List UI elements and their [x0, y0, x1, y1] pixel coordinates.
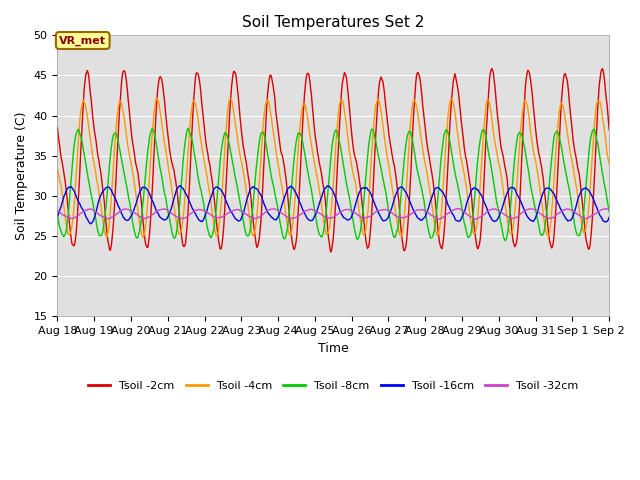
Tsoil -32cm [177, 215, 184, 221]
Tsoil -32cm [63, 214, 71, 220]
Line: Tsoil -4cm: Tsoil -4cm [58, 98, 609, 238]
Tsoil -2cm [401, 247, 409, 252]
Tsoil -8cm [63, 219, 71, 225]
Text: VR_met: VR_met [60, 36, 106, 46]
Tsoil -4cm [605, 162, 613, 168]
Tsoil -32cm [605, 207, 613, 213]
Tsoil -4cm [54, 166, 61, 172]
Tsoil -4cm [418, 141, 426, 146]
Tsoil -4cm [120, 115, 128, 120]
Tsoil -8cm [417, 184, 425, 190]
Line: Tsoil -8cm: Tsoil -8cm [58, 128, 609, 241]
Tsoil -16cm [86, 221, 94, 227]
X-axis label: Time: Time [318, 342, 349, 355]
Tsoil -2cm [327, 249, 335, 255]
Tsoil -32cm [401, 215, 408, 220]
Tsoil -8cm [54, 211, 61, 216]
Tsoil -32cm [205, 211, 213, 217]
Tsoil -4cm [152, 95, 160, 101]
Tsoil -2cm [120, 68, 128, 73]
Tsoil -32cm [120, 206, 128, 212]
Tsoil -8cm [502, 238, 509, 244]
Tsoil -16cm [121, 216, 129, 222]
Tsoil -8cm [120, 170, 128, 176]
Tsoil -4cm [402, 194, 410, 200]
Tsoil -4cm [63, 228, 71, 234]
Tsoil -2cm [417, 86, 425, 92]
Tsoil -16cm [402, 189, 410, 195]
Tsoil -16cm [206, 197, 214, 203]
Tsoil -32cm [54, 207, 61, 213]
Line: Tsoil -16cm: Tsoil -16cm [58, 186, 609, 224]
Tsoil -4cm [207, 199, 215, 205]
Tsoil -16cm [177, 183, 185, 189]
Tsoil -16cm [605, 215, 613, 220]
Tsoil -4cm [178, 225, 186, 231]
Tsoil -16cm [54, 214, 61, 219]
Tsoil -2cm [488, 66, 495, 72]
Tsoil -8cm [177, 195, 184, 201]
Tsoil -2cm [63, 199, 71, 204]
Legend: Tsoil -2cm, Tsoil -4cm, Tsoil -8cm, Tsoil -16cm, Tsoil -32cm: Tsoil -2cm, Tsoil -4cm, Tsoil -8cm, Tsoi… [84, 376, 583, 395]
Tsoil -16cm [418, 217, 426, 223]
Tsoil -32cm [455, 206, 463, 212]
Tsoil -8cm [401, 149, 409, 155]
Tsoil -2cm [205, 160, 213, 166]
Tsoil -16cm [63, 186, 71, 192]
Line: Tsoil -32cm: Tsoil -32cm [58, 209, 609, 219]
Tsoil -2cm [177, 223, 184, 228]
Tsoil -16cm [324, 183, 332, 189]
Y-axis label: Soil Temperature (C): Soil Temperature (C) [15, 112, 28, 240]
Line: Tsoil -2cm: Tsoil -2cm [58, 69, 609, 252]
Tsoil -2cm [54, 124, 61, 130]
Tsoil -8cm [605, 209, 613, 215]
Tsoil -32cm [436, 216, 444, 222]
Tsoil -8cm [184, 125, 192, 131]
Tsoil -4cm [140, 235, 147, 240]
Tsoil -8cm [206, 233, 214, 239]
Title: Soil Temperatures Set 2: Soil Temperatures Set 2 [242, 15, 424, 30]
Tsoil -2cm [605, 127, 613, 132]
Tsoil -32cm [417, 207, 424, 213]
